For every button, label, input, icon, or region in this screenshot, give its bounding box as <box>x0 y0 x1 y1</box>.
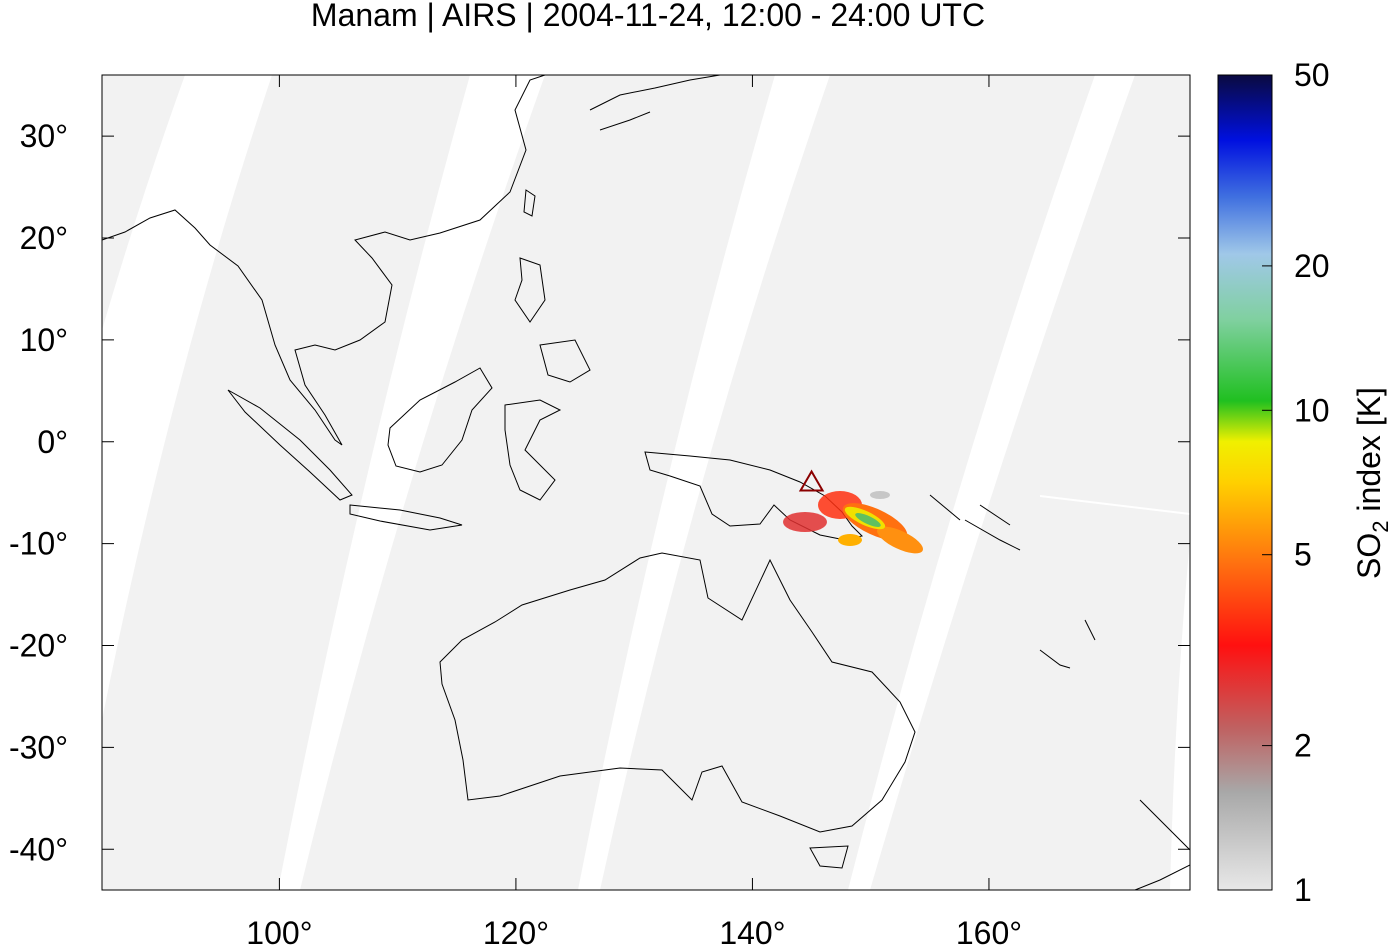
colorbar-tick-label: 5 <box>1294 537 1312 573</box>
swath-gaps <box>102 75 1190 890</box>
x-tick-label: 160° <box>956 915 1022 950</box>
y-tick-label: -40° <box>9 831 68 867</box>
label-subscript: 2 <box>1368 520 1388 532</box>
map-area <box>102 75 1190 890</box>
colorbar-label: SO2 index [K] <box>1351 387 1388 579</box>
x-tick-label: 100° <box>246 915 312 950</box>
volcano-marker <box>798 469 825 492</box>
y-tick-label: 0° <box>37 424 68 460</box>
y-tick-label: 10° <box>20 322 68 358</box>
colorbar-tick-label: 2 <box>1294 728 1312 764</box>
title: Manam | AIRS | 2004-11-24, 12:00 - 24:00… <box>311 0 985 33</box>
label-text: SO <box>1351 533 1387 579</box>
colorbar-tick-label: 50 <box>1294 57 1330 93</box>
colorbar-tick-label: 10 <box>1294 392 1330 428</box>
map-frame <box>101 74 1191 891</box>
so2-plume <box>783 491 923 554</box>
colorbar-tick-label: 20 <box>1294 248 1330 284</box>
x-tick-label: 140° <box>719 915 785 950</box>
y-tick-label: -10° <box>9 526 68 562</box>
y-tick-label: -30° <box>9 729 68 765</box>
y-tick-label: 20° <box>20 220 68 256</box>
swath-background <box>102 75 1190 890</box>
coastlines <box>102 75 1190 890</box>
colorbar <box>1217 74 1273 891</box>
y-tick-label: -20° <box>9 628 68 664</box>
y-tick-label: 30° <box>20 118 68 154</box>
colorbar-tick-label: 1 <box>1294 872 1312 908</box>
x-tick-label: 120° <box>483 915 549 950</box>
label-text: index [K] <box>1351 387 1387 520</box>
